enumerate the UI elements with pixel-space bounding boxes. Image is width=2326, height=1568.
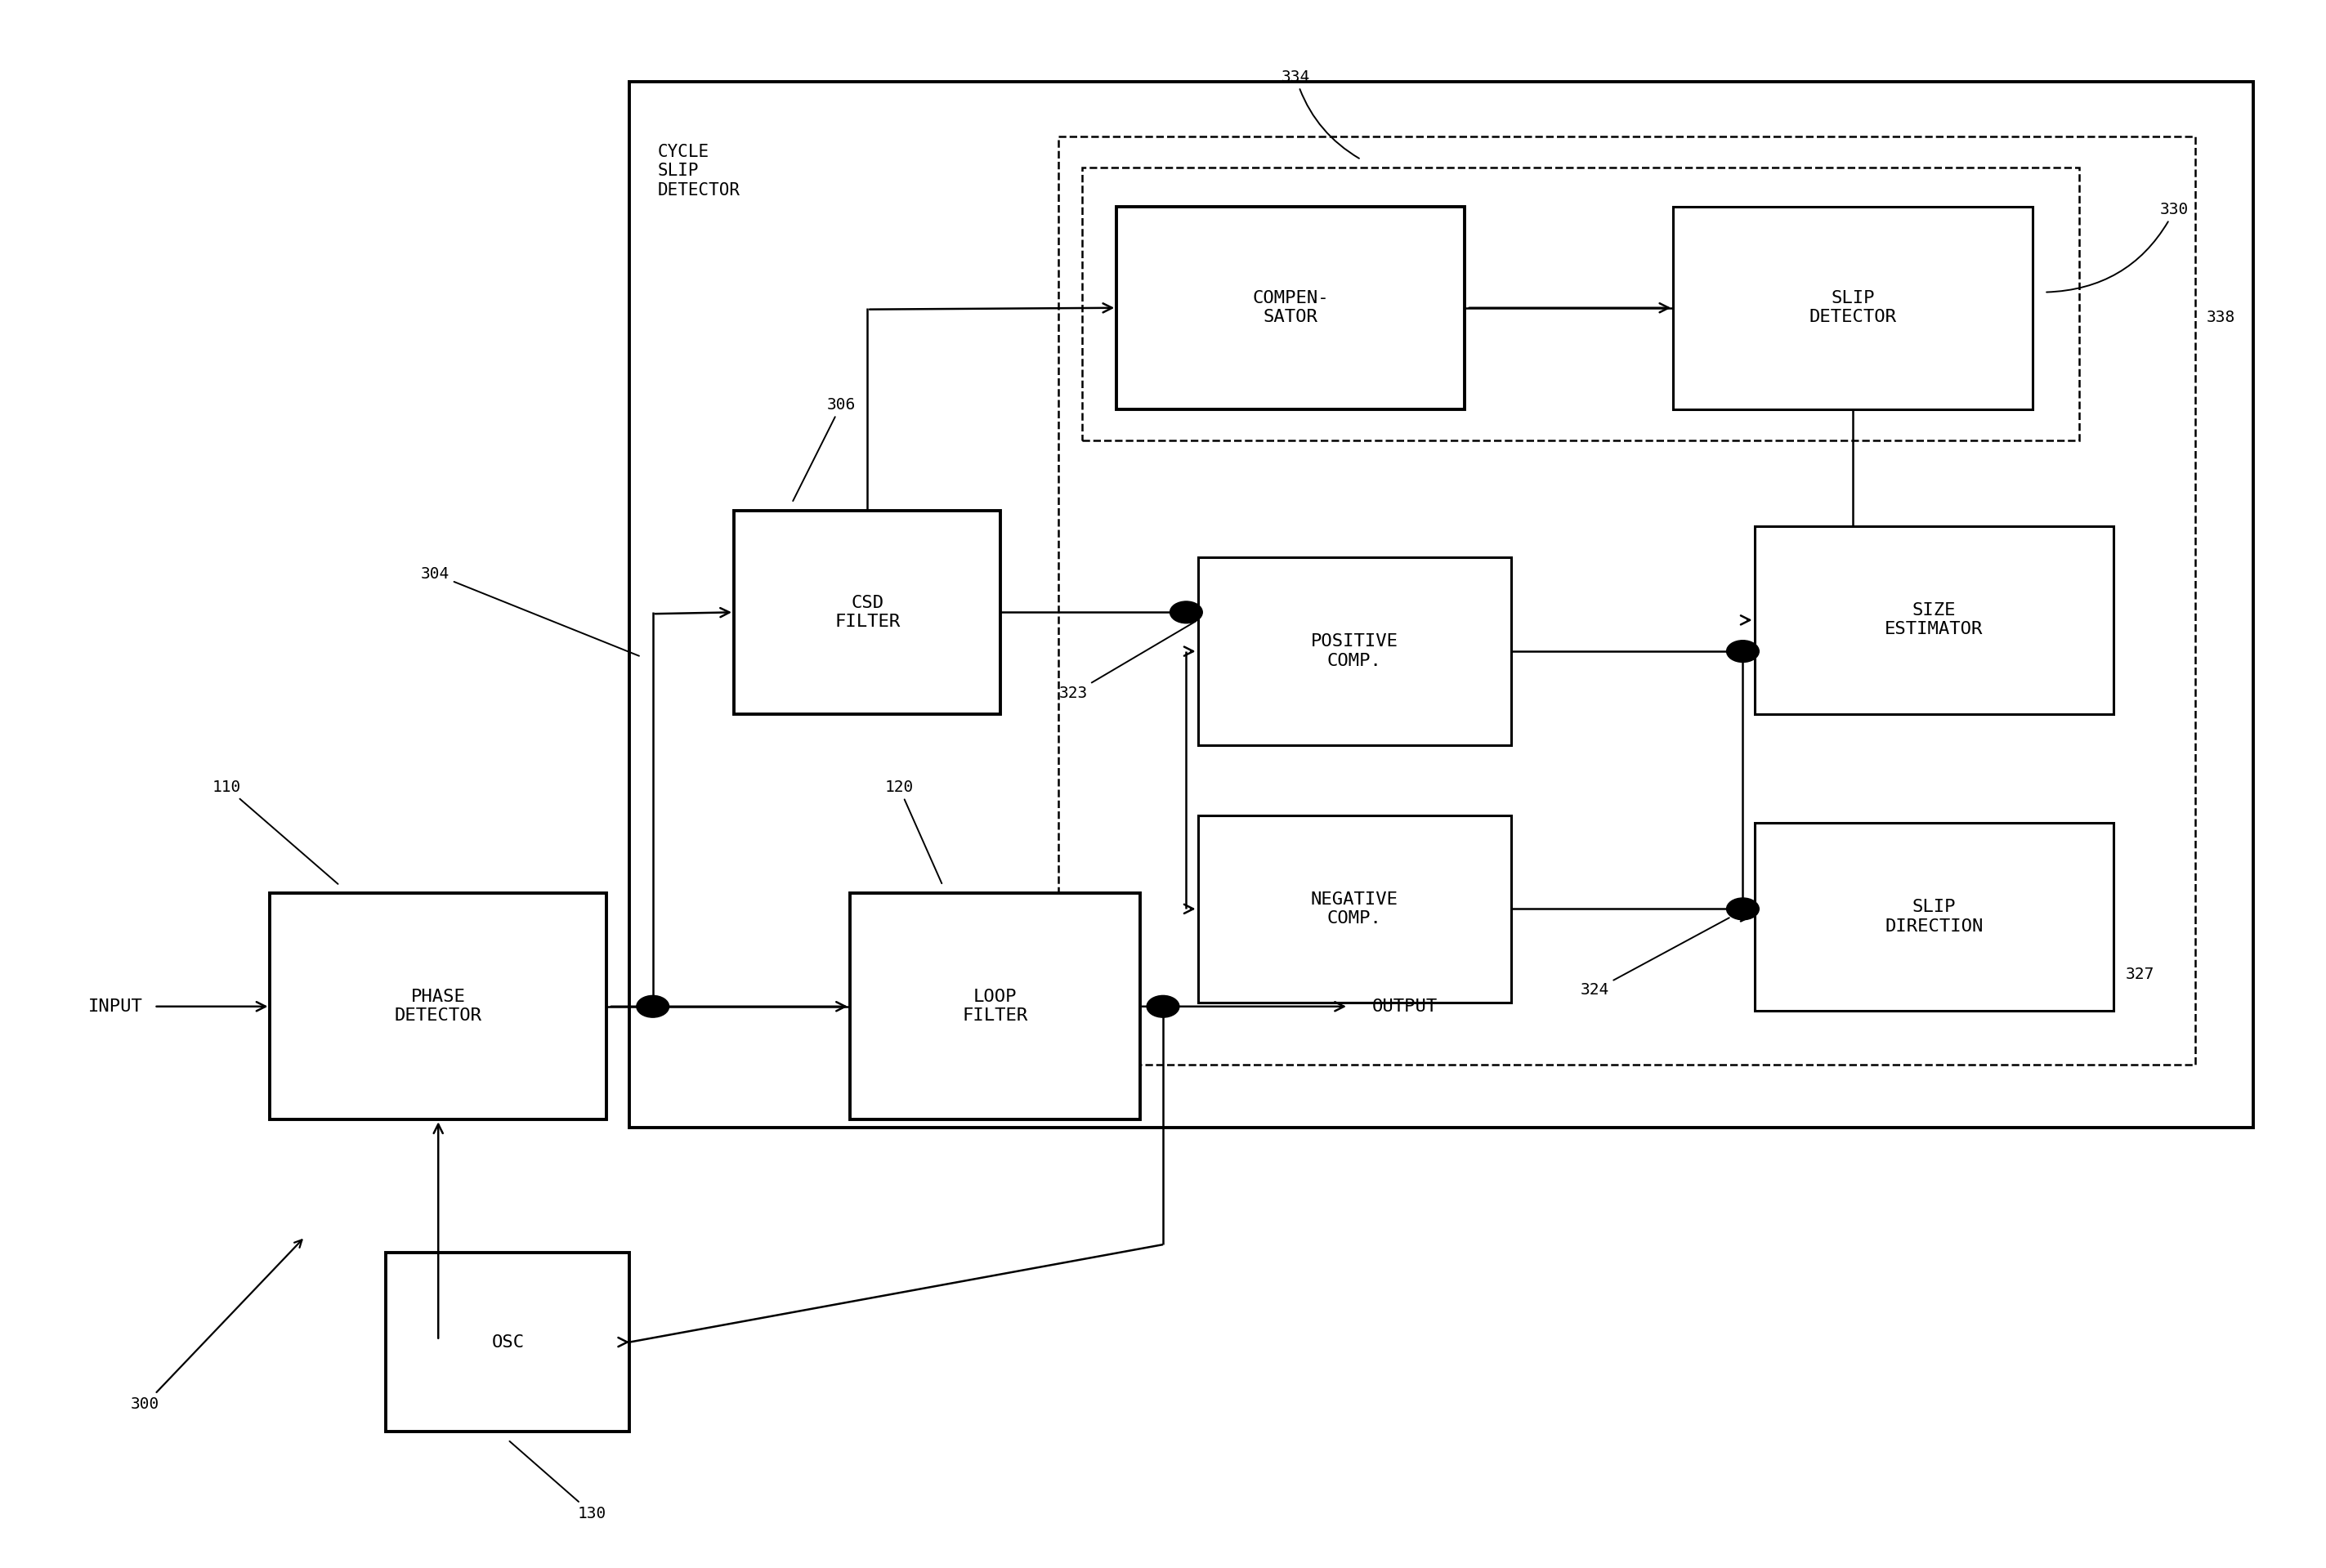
- Circle shape: [1170, 602, 1203, 622]
- Text: 304: 304: [421, 566, 640, 655]
- Text: 324: 324: [1579, 917, 1728, 997]
- Text: 130: 130: [509, 1441, 607, 1521]
- FancyBboxPatch shape: [849, 894, 1140, 1120]
- FancyBboxPatch shape: [1198, 815, 1512, 1002]
- Text: 327: 327: [2126, 967, 2154, 983]
- FancyBboxPatch shape: [735, 511, 1000, 713]
- Text: OUTPUT: OUTPUT: [1372, 999, 1437, 1014]
- Text: SLIP
DETECTOR: SLIP DETECTOR: [1810, 290, 1896, 326]
- Circle shape: [1726, 898, 1758, 920]
- Text: POSITIVE
COMP.: POSITIVE COMP.: [1310, 633, 1398, 670]
- Text: 306: 306: [793, 397, 856, 500]
- Text: 330: 330: [2047, 202, 2189, 292]
- FancyBboxPatch shape: [1116, 207, 1465, 409]
- FancyBboxPatch shape: [1754, 823, 2114, 1010]
- FancyBboxPatch shape: [1198, 558, 1512, 745]
- Text: INPUT: INPUT: [88, 999, 142, 1014]
- FancyBboxPatch shape: [270, 894, 607, 1120]
- Text: 120: 120: [884, 779, 942, 883]
- Text: COMPEN-
SATOR: COMPEN- SATOR: [1251, 290, 1328, 326]
- Text: 300: 300: [130, 1240, 302, 1411]
- Text: NEGATIVE
COMP.: NEGATIVE COMP.: [1310, 891, 1398, 927]
- Text: OSC: OSC: [491, 1334, 523, 1350]
- Text: PHASE
DETECTOR: PHASE DETECTOR: [395, 989, 481, 1024]
- FancyBboxPatch shape: [1754, 527, 2114, 713]
- Text: SIZE
ESTIMATOR: SIZE ESTIMATOR: [1884, 602, 1984, 638]
- Circle shape: [637, 996, 670, 1018]
- FancyBboxPatch shape: [386, 1253, 630, 1432]
- Circle shape: [1726, 640, 1758, 662]
- Text: 110: 110: [212, 779, 337, 884]
- Text: CSD
FILTER: CSD FILTER: [835, 594, 900, 630]
- Text: CYCLE
SLIP
DETECTOR: CYCLE SLIP DETECTOR: [658, 144, 740, 198]
- Text: SLIP
DIRECTION: SLIP DIRECTION: [1884, 898, 1984, 935]
- FancyBboxPatch shape: [1672, 207, 2033, 409]
- Text: 334: 334: [1282, 69, 1358, 158]
- Text: 323: 323: [1058, 621, 1196, 701]
- Text: 338: 338: [2207, 309, 2235, 325]
- Circle shape: [1147, 996, 1179, 1018]
- Text: LOOP
FILTER: LOOP FILTER: [963, 989, 1028, 1024]
